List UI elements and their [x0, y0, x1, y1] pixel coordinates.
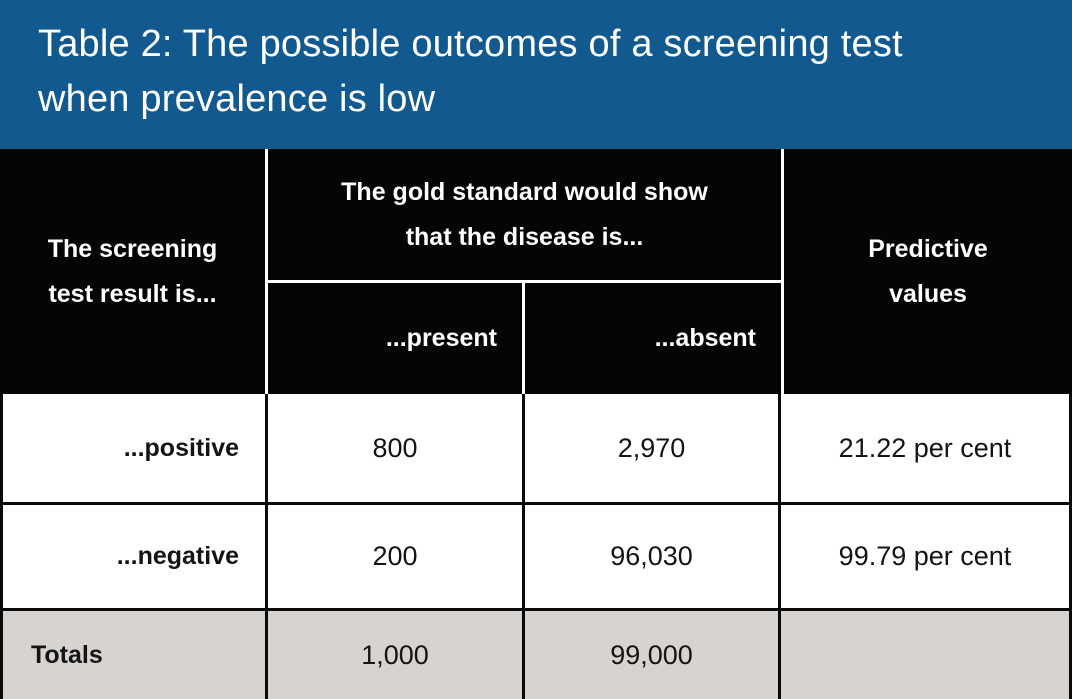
- cell-positive-predictive: 21.22 per cent: [781, 394, 1072, 502]
- table-title-line1: Table 2: The possible outcomes of a scre…: [38, 23, 903, 65]
- cell-positive-absent: 2,970: [525, 394, 781, 502]
- header-gold-line1: The gold standard would show: [341, 177, 708, 206]
- header-screening-test-result: The screening test result is...: [0, 149, 268, 394]
- table-row-totals: Totals 1,000 99,000: [0, 608, 1072, 699]
- table-title-banner: Table 2: The possible outcomes of a scre…: [0, 0, 1072, 149]
- row-label-totals: Totals: [0, 611, 268, 699]
- header-predictive-values: Predictive values: [781, 149, 1072, 394]
- header-gold-standard: The gold standard would show that the di…: [268, 149, 781, 283]
- cell-negative-absent: 96,030: [525, 505, 781, 608]
- header-predictive-line1: Predictive: [868, 234, 988, 263]
- cell-negative-present: 200: [268, 505, 525, 608]
- header-predictive-line2: values: [889, 279, 967, 308]
- cell-totals-predictive: [781, 611, 1072, 699]
- header-screening-line2: test result is...: [48, 279, 217, 308]
- table-header: The screening test result is... The gold…: [0, 149, 1072, 394]
- row-label-negative: ...negative: [0, 505, 268, 608]
- header-absent: ...absent: [525, 283, 781, 394]
- cell-totals-present: 1,000: [268, 611, 525, 699]
- table-title-line2: when prevalence is low: [38, 78, 436, 120]
- cell-positive-present: 800: [268, 394, 525, 502]
- cell-totals-absent: 99,000: [525, 611, 781, 699]
- cell-negative-predictive: 99.79 per cent: [781, 505, 1072, 608]
- header-screening-line1: The screening: [47, 234, 218, 263]
- header-present: ...present: [268, 283, 525, 394]
- table-row-negative: ...negative 200 96,030 99.79 per cent: [0, 502, 1072, 608]
- table-row-positive: ...positive 800 2,970 21.22 per cent: [0, 394, 1072, 502]
- table-body: ...positive 800 2,970 21.22 per cent ...…: [0, 394, 1072, 699]
- row-label-positive: ...positive: [0, 394, 268, 502]
- header-gold-line2: that the disease is...: [405, 222, 644, 251]
